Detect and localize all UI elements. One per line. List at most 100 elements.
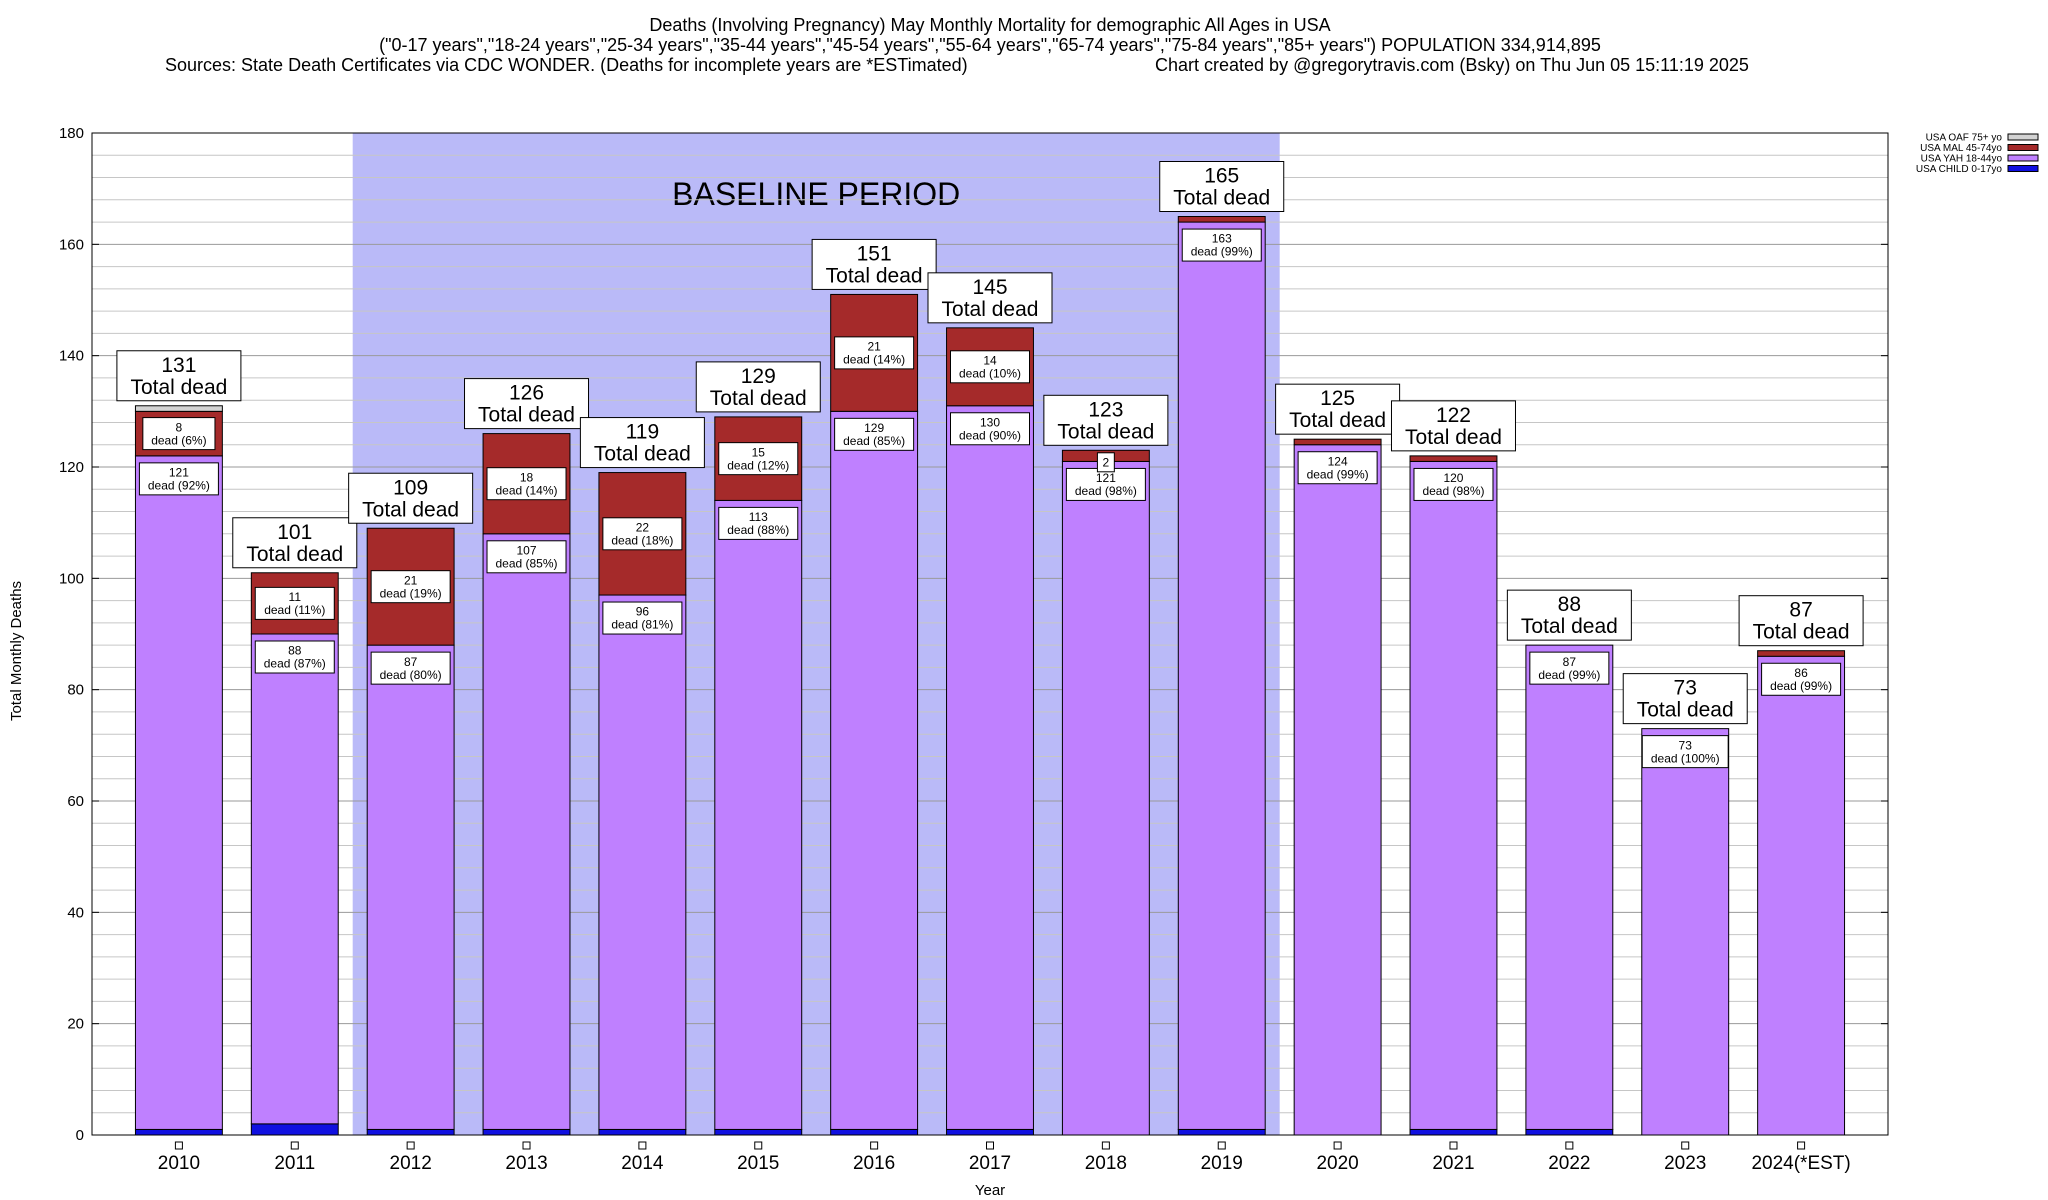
x-tick-marker: [1681, 1141, 1690, 1150]
segment-label-mal-line: dead (12%): [727, 458, 789, 472]
x-tick-marker: [522, 1141, 531, 1150]
y-tick-label: 180: [59, 125, 84, 142]
total-label-line: 125: [1320, 387, 1355, 410]
segment-label-yah-box: [718, 506, 799, 540]
segment-label-mal-line: 22: [636, 520, 650, 534]
legend-swatch: [2007, 133, 2039, 141]
bar-segment-mal: [1293, 438, 1382, 446]
segment-label-mal-box: [950, 350, 1030, 384]
segment-label-mal-box: [1096, 452, 1115, 473]
total-label-line: 87: [1789, 599, 1812, 622]
segment-label-mal-line: dead (14%): [843, 353, 905, 367]
bar-segment-yah: [1061, 460, 1150, 1136]
bar-segment-yah: [1177, 221, 1266, 1130]
total-label-box: [695, 361, 821, 413]
legend-label: USA YAH 18-44yo: [1921, 154, 2003, 165]
segment-label-mal-line: 18: [520, 470, 534, 484]
segment-label-mal-box: [602, 517, 683, 551]
total-label-line: 122: [1436, 404, 1471, 427]
segment-label-yah-line: dead (81%): [611, 618, 673, 632]
total-label-box: [811, 238, 937, 290]
bar-segment-yah: [946, 405, 1034, 1130]
segment-label-mal-box: [718, 442, 799, 476]
total-label-line: 88: [1558, 593, 1581, 616]
x-tick-marker: [1217, 1141, 1226, 1150]
segment-label-yah-box: [486, 540, 567, 574]
segment-label-yah-line: dead (98%): [1075, 484, 1137, 498]
segment-label-yah-line: 124: [1328, 454, 1348, 468]
x-tick-label: 2024(*EST): [1751, 1153, 1850, 1174]
segment-label-yah-box: [1413, 467, 1494, 501]
segment-label-mal-line: dead (18%): [611, 533, 673, 547]
total-label-line: 101: [277, 521, 312, 544]
x-tick-label: 2017: [969, 1153, 1011, 1174]
segment-label-yah-box: [834, 417, 915, 451]
total-label-box: [579, 417, 705, 469]
total-label-line: Total dead: [1057, 420, 1154, 443]
bar-segment-yah: [134, 455, 223, 1130]
segment-label-mal-line: 14: [983, 353, 997, 367]
bar-segment-oaf: [134, 405, 223, 412]
x-tick-label: 2016: [853, 1153, 895, 1174]
x-tick-marker: [1333, 1141, 1342, 1150]
segment-label-yah-box: [1529, 651, 1610, 685]
segment-label-yah-line: 113: [749, 510, 768, 524]
bar-segment-yah: [1293, 444, 1382, 1136]
bar-segment-child: [830, 1128, 919, 1136]
bar-segment-yah: [714, 499, 803, 1130]
bar-segment-yah: [482, 533, 571, 1130]
segment-label-yah-line: 121: [169, 466, 189, 480]
total-label-line: 151: [857, 242, 892, 265]
chart-credit: Chart created by @gregorytravis.com (Bsk…: [1155, 55, 1749, 75]
total-label-line: Total dead: [478, 404, 575, 427]
legend-label: USA OAF 75+ yo: [1926, 133, 2003, 144]
bar-segment-yah: [1409, 460, 1498, 1130]
segment-label-yah-line: dead (99%): [1307, 467, 1369, 481]
total-label-box: [1275, 383, 1401, 435]
x-tick-label: 2010: [158, 1153, 200, 1174]
chart-title-block: Deaths (Involving Pregnancy) May Monthly…: [165, 15, 1749, 75]
segment-label-yah-line: dead (99%): [1538, 668, 1600, 682]
x-axis-label: Year: [975, 1182, 1005, 1199]
total-label-box: [116, 350, 242, 402]
x-tick-label: 2019: [1201, 1153, 1243, 1174]
plot-frame: [91, 132, 1889, 1136]
bar-segment-child: [714, 1128, 803, 1136]
total-label-line: Total dead: [246, 543, 343, 566]
baseline-period-label: BASELINE PERIOD: [672, 176, 960, 212]
segment-label-yah-line: dead (99%): [1770, 679, 1832, 693]
segment-label-yah-line: 87: [1563, 655, 1577, 669]
x-tick-marker: [406, 1141, 415, 1150]
total-label-line: Total dead: [1521, 615, 1618, 638]
y-tick-label: 80: [67, 682, 84, 699]
x-tick-marker: [986, 1141, 994, 1150]
segment-label-yah-line: dead (100%): [1651, 751, 1720, 765]
segment-label-mal-line: 15: [752, 445, 766, 459]
segment-label-yah-line: 129: [864, 421, 884, 435]
total-label-box: [1506, 589, 1632, 641]
segment-label-mal-line: dead (14%): [495, 483, 557, 497]
segment-label-mal-line: 8: [176, 420, 183, 434]
segment-label-yah-line: 73: [1679, 738, 1693, 752]
segment-label-mal-box: [370, 570, 451, 604]
bar-segment-child: [482, 1128, 571, 1136]
segment-label-yah-line: dead (99%): [1191, 245, 1253, 259]
total-label-line: 129: [741, 365, 776, 388]
y-tick-label: 160: [59, 236, 84, 253]
total-label-line: Total dead: [826, 264, 923, 287]
segment-label-yah-box: [254, 640, 335, 674]
